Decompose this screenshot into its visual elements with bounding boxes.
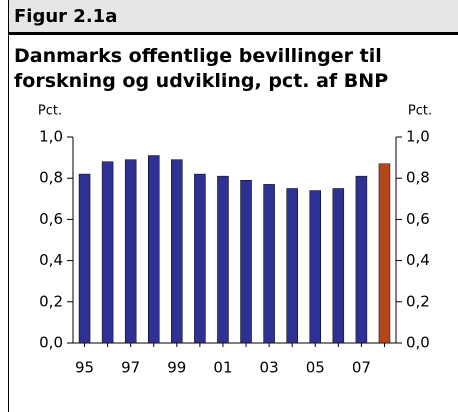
y-tick-label: 0,2 [39,292,63,310]
bar [378,163,391,344]
y-tick-label: 1,0 [39,128,63,146]
bar [240,180,252,344]
bar [217,175,229,344]
x-tick-label: 99 [167,359,186,377]
y2-tick-label: 0,0 [406,334,430,352]
y2-tick-label: 0,4 [406,251,430,269]
y2-tick-label: 0,8 [406,169,430,187]
bar [124,159,137,344]
x-tick-label: 05 [306,359,325,377]
bar [148,155,160,344]
header-rule [8,32,458,35]
x-tick-label: 03 [260,359,279,377]
header: Figur 2.1a [14,6,117,27]
y-tick-label: 0,0 [39,334,63,352]
bar [309,190,321,344]
bar [355,175,368,344]
x-tick-label: 01 [213,359,232,377]
y-axis-label: Pct. [38,104,62,119]
y2-tick-label: 0,6 [406,210,430,228]
bar [332,188,345,344]
y2-tick-label: 1,0 [406,128,430,146]
header-band [8,0,458,32]
bar [194,173,206,344]
x-tick-label: 07 [352,359,371,377]
y-tick-label: 0,6 [39,210,63,228]
y-tick-label: 0,8 [39,169,63,187]
x-tick-label: 97 [121,359,140,377]
y2-tick-label: 0,2 [406,292,430,310]
bar [171,159,183,344]
x-tick-label: 95 [75,359,94,377]
chart-title: Danmarks offentlige bevillinger til fors… [14,45,388,92]
y2-axis-label: Pct. [408,104,432,119]
bar [78,173,91,344]
bar [101,161,114,344]
bar [263,184,275,344]
bar [286,188,298,344]
y-tick-label: 0,4 [39,251,63,269]
